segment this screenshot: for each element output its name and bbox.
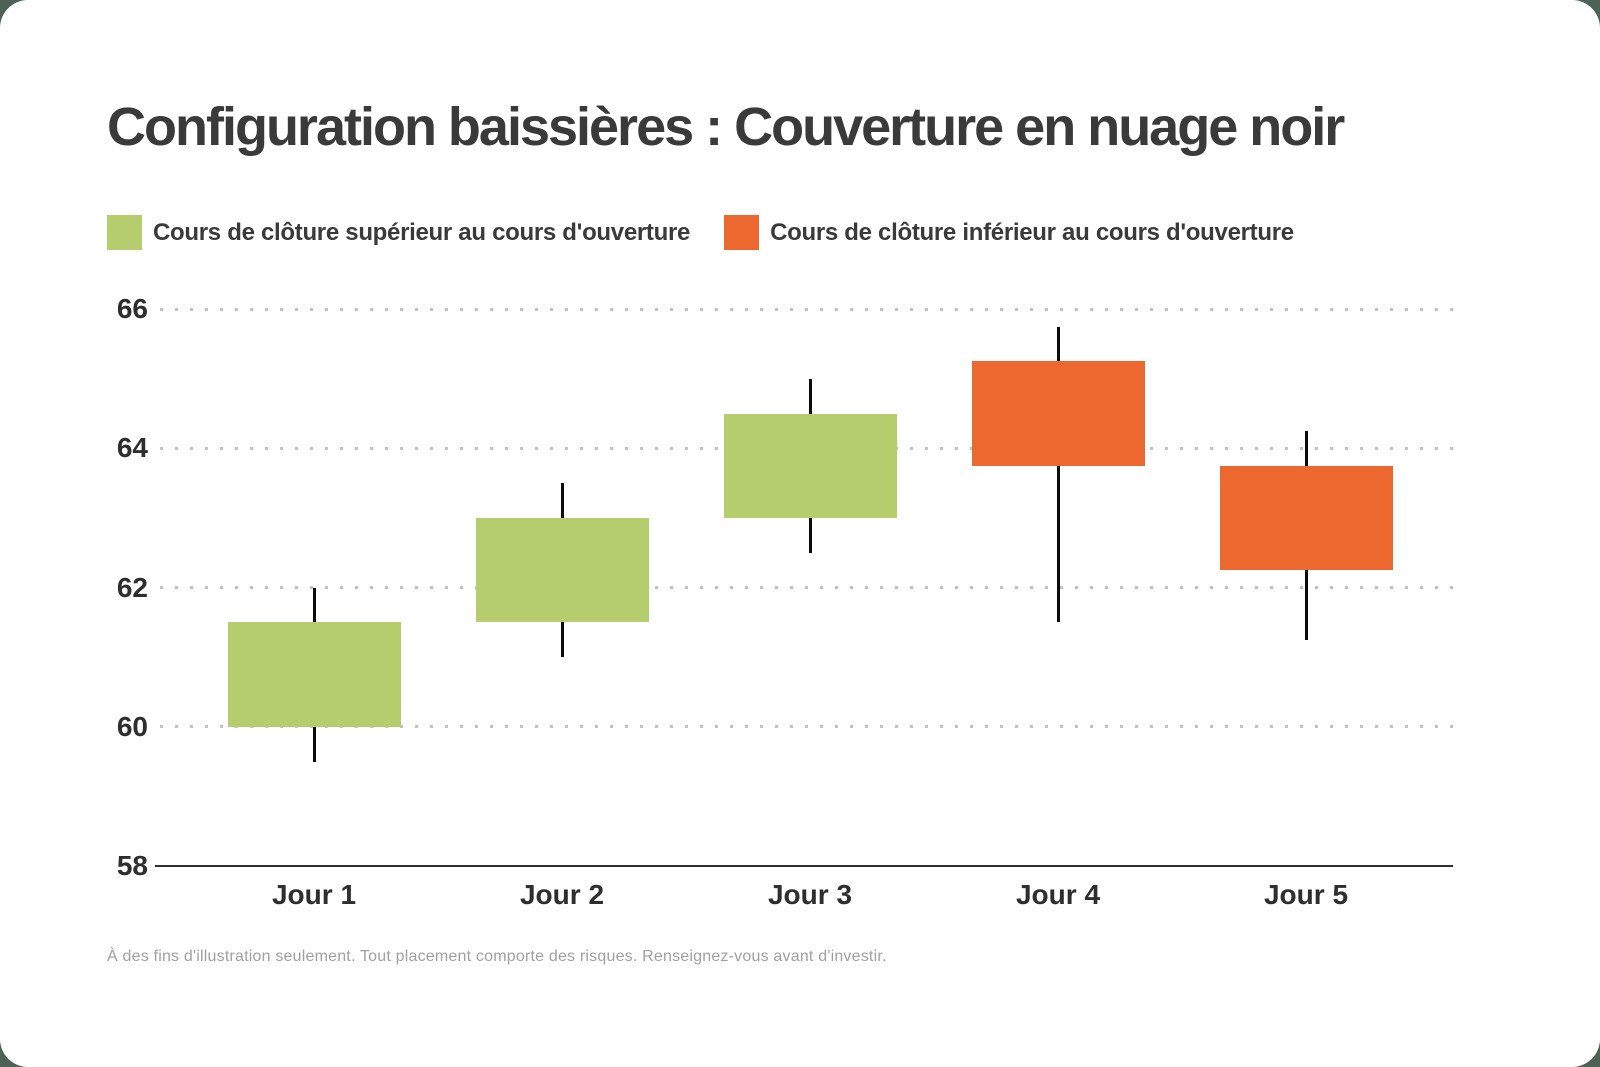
legend-label-bullish: Cours de clôture supérieur au cours d'ou… [153,218,691,246]
bearish-color-swatch [724,215,760,250]
x-axis-line [155,865,1453,867]
candle-body-jour-5 [1219,465,1393,571]
y-tick-label-58: 58 [116,850,148,881]
x-tick-label-jour-2: Jour 2 [519,879,605,910]
gridline-60 [160,725,1453,729]
x-tick-label-jour-1: Jour 1 [271,879,357,910]
y-tick-label-60: 60 [116,710,148,742]
candle-wick-jour-4 [1056,326,1060,623]
legend: Cours de clôture supérieur au cours d'ou… [107,215,1328,250]
gridline-62 [160,586,1453,590]
legend-item-bearish: Cours de clôture inférieur au cours d'ou… [724,215,1294,250]
bullish-color-swatch [107,215,142,250]
x-tick-label-jour-4: Jour 4 [1015,879,1101,910]
legend-label-bearish: Cours de clôture inférieur au cours d'ou… [770,218,1294,246]
disclaimer-footnote: À des fins d'illustration seulement. Tou… [107,948,887,965]
gridline-66 [160,307,1453,311]
candle-body-jour-2 [475,518,649,623]
page-title: Configuration baissières : Couverture en… [107,97,1345,157]
x-tick-label-jour-3: Jour 3 [767,879,853,910]
candle-body-jour-3 [723,413,897,518]
candle-body-jour-4 [971,361,1145,466]
y-tick-label-66: 66 [116,293,148,325]
legend-item-bullish: Cours de clôture supérieur au cours d'ou… [107,215,690,250]
y-tick-label-62: 62 [116,571,148,603]
x-tick-label-jour-5: Jour 5 [1263,879,1349,910]
candle-body-jour-1 [227,622,401,727]
y-tick-label-64: 64 [116,432,148,464]
